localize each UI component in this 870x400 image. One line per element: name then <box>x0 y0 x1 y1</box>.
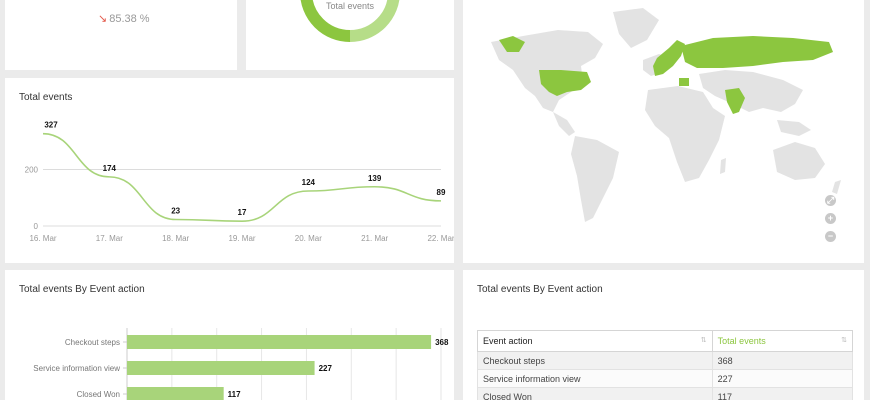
x-tick-label: 17. Mar <box>96 234 123 243</box>
data-label: 23 <box>171 207 180 216</box>
kpi-trend: ↘ 85.38 % <box>98 12 150 25</box>
y-tick-label: 0 <box>34 222 39 231</box>
kpi-tile: ↘ 85.38 % <box>5 0 237 70</box>
x-tick-label: 19. Mar <box>228 234 255 243</box>
sort-icon[interactable]: ⇅ <box>841 337 847 344</box>
cell-event-action: Checkout steps <box>477 351 713 370</box>
y-tick-label: 200 <box>25 166 39 175</box>
data-label: 139 <box>368 174 382 183</box>
column-header-total-events[interactable]: Total events ⇅ <box>711 330 854 352</box>
world-map <box>491 8 841 222</box>
data-label: 227 <box>319 364 333 373</box>
data-label: 327 <box>44 121 58 130</box>
x-tick-label: 18. Mar <box>162 234 189 243</box>
category-label: Closed Won <box>77 390 120 399</box>
map-zoom-out-button[interactable]: − <box>825 231 836 242</box>
x-tick-label: 20. Mar <box>295 234 322 243</box>
x-tick-label: 16. Mar <box>29 234 56 243</box>
table-row: Service information view 227 <box>477 369 854 388</box>
data-label: 117 <box>228 390 241 399</box>
cell-event-action: Closed Won <box>477 387 713 400</box>
cell-total-events: 227 <box>711 369 854 388</box>
donut-segment-dark <box>300 0 351 42</box>
bar <box>127 387 224 400</box>
category-label: Service information view <box>33 364 120 373</box>
line-chart-tile: Total events 0 200 16. Mar 17. Mar 18. Mar 19… <box>5 78 454 263</box>
series-line <box>42 132 442 223</box>
table-row: Checkout steps 368 <box>477 351 854 370</box>
map-reset-button[interactable]: ⤢ <box>825 195 836 206</box>
cell-total-events: 368 <box>711 351 854 370</box>
data-label: 174 <box>103 164 117 173</box>
bar <box>127 361 315 375</box>
map-zoom-in-button[interactable]: + <box>825 213 836 224</box>
cell-event-action: Service information view <box>477 369 713 388</box>
cell-total-events: 117 <box>711 387 854 400</box>
sort-icon[interactable]: ⇅ <box>700 337 707 344</box>
donut-chart <box>300 0 400 42</box>
data-label: 17 <box>238 208 247 217</box>
donut-tile: Total events <box>246 0 454 70</box>
map-highlighted-countries <box>499 36 833 114</box>
bar-chart: Checkout steps 368 Service information vie… <box>33 328 449 400</box>
bar <box>127 335 432 349</box>
bar-chart-title: Total events By Event action <box>19 284 145 295</box>
kpi-trend-value: 85.38 % <box>109 13 150 25</box>
donut-label: Total events <box>325 1 375 11</box>
category-label: Checkout steps <box>65 338 120 347</box>
donut-segment-light <box>349 0 400 42</box>
table-tile: Total events By Event action Event actio… <box>463 270 864 400</box>
x-tick-label: 21. Mar <box>361 234 388 243</box>
bar-chart-tile: Total events By Event action Checkout st… <box>5 270 454 400</box>
table-title: Total events By Event action <box>477 284 603 295</box>
data-label: 89 <box>437 188 446 197</box>
data-label: 124 <box>302 178 316 187</box>
events-table: Event action ⇅ Total events ⇅ Checkout ste… <box>477 330 854 400</box>
data-label: 368 <box>435 338 449 347</box>
trend-down-icon: ↘ <box>98 13 108 25</box>
line-chart: 0 200 16. Mar 17. Mar 18. Mar 19. Mar 20. Mar 2… <box>25 121 454 243</box>
line-chart-title: Total events <box>19 92 73 103</box>
x-tick-label: 22. Mar <box>427 234 454 243</box>
map-tile: ⤢ + − <box>463 0 864 263</box>
column-header-event-action[interactable]: Event action ⇅ <box>477 330 713 352</box>
table-row: Closed Won 117 <box>477 387 854 400</box>
